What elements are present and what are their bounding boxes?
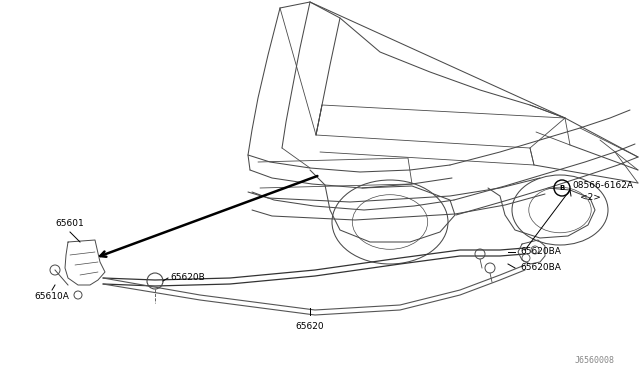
Text: 65610A: 65610A [35, 292, 69, 301]
Text: 65620B: 65620B [170, 273, 205, 282]
Text: 65620BA: 65620BA [520, 263, 561, 273]
Text: J6560008: J6560008 [575, 356, 615, 365]
Text: 65620: 65620 [296, 322, 324, 331]
Text: B: B [559, 185, 564, 191]
Text: <2>: <2> [580, 193, 601, 202]
Text: 65620BA: 65620BA [520, 247, 561, 257]
Text: 65601: 65601 [56, 219, 84, 228]
Text: 08566-6162A: 08566-6162A [572, 182, 633, 190]
